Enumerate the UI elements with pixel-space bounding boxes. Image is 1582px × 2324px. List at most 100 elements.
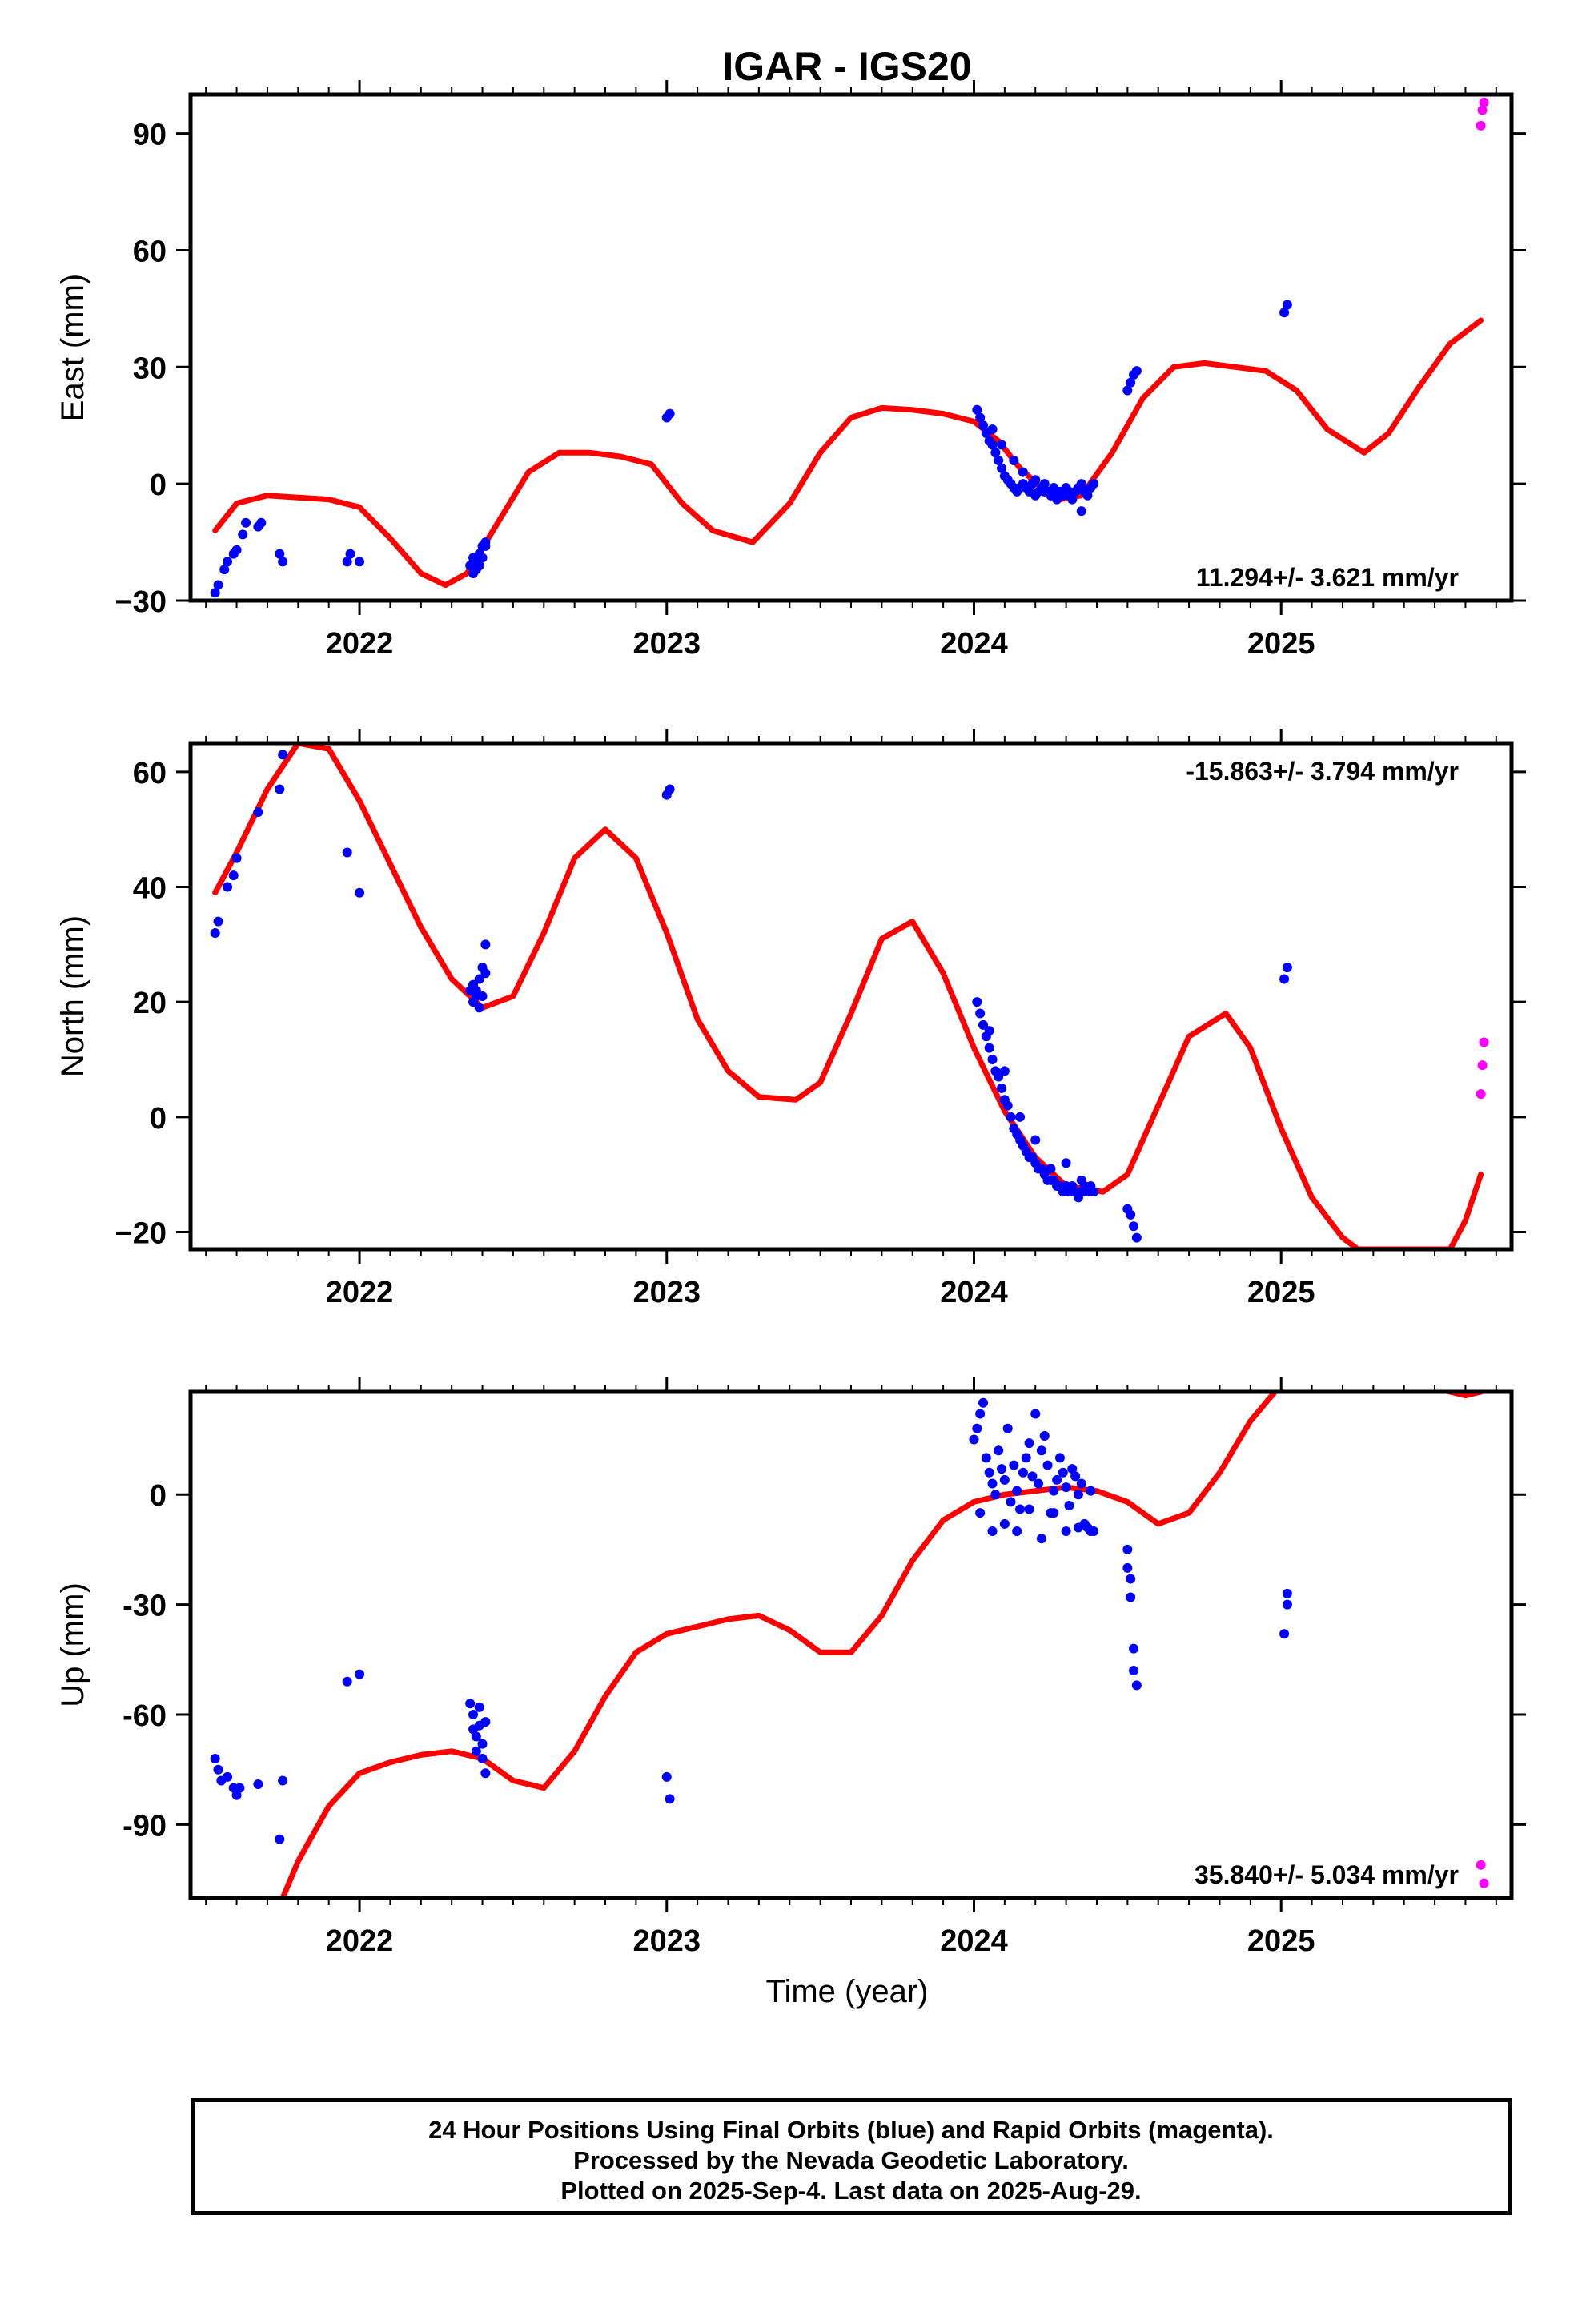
- rapid-orbit-point: [1476, 120, 1486, 131]
- rapid-orbit-point: [1476, 1860, 1486, 1870]
- final-orbit-point: [210, 588, 220, 598]
- chart-title: IGAR - IGS20: [722, 44, 971, 89]
- final-orbit-point: [1089, 1187, 1099, 1197]
- final-orbit-point: [665, 784, 675, 794]
- panel-frame: [188, 741, 1514, 1252]
- final-orbit-point: [987, 440, 998, 450]
- final-orbit-point: [997, 1464, 1007, 1474]
- final-orbit-point: [342, 557, 352, 567]
- x-tick-label: 2022: [326, 627, 394, 661]
- final-orbit-point: [987, 1478, 998, 1489]
- final-orbit-point: [1049, 1508, 1059, 1518]
- final-orbit-point: [241, 517, 251, 528]
- panel-1: 2022 2023 2024 2025 −20 0 20 40 60 North (mm) -15.…: [55, 729, 1526, 1309]
- rapid-orbit-point: [1479, 1878, 1489, 1888]
- final-orbit-point: [1027, 1471, 1038, 1482]
- final-orbit-point: [1064, 490, 1074, 501]
- final-orbit-point: [480, 1717, 491, 1727]
- y-tick-label: 0: [150, 1102, 167, 1136]
- x-tick-label: 2024: [940, 627, 1008, 661]
- y-tick-label: 40: [133, 872, 167, 906]
- final-orbit-point: [228, 870, 239, 881]
- final-orbit-point: [1061, 1526, 1071, 1537]
- final-orbit-point: [253, 1779, 263, 1790]
- final-orbit-point: [1131, 1680, 1142, 1691]
- x-tick-label: 2025: [1247, 1924, 1315, 1958]
- x-tick-label: 2025: [1247, 627, 1315, 661]
- model-fit-line: [212, 317, 1484, 589]
- x-tick-label: 2025: [1247, 1276, 1315, 1309]
- final-orbit-point: [984, 1467, 994, 1478]
- final-orbit-point: [978, 420, 988, 431]
- final-orbit-point: [999, 1518, 1010, 1529]
- final-orbit-point: [1030, 1135, 1041, 1145]
- final-orbit-point: [1024, 1438, 1034, 1449]
- final-orbit-point: [665, 408, 675, 419]
- final-orbit-point: [1039, 486, 1050, 497]
- model-fit-line: [279, 1392, 1484, 1898]
- final-orbit-point: [253, 807, 263, 818]
- final-orbit-point: [1126, 1574, 1136, 1584]
- y-tick-label: -90: [122, 1809, 167, 1843]
- final-orbit-point: [1009, 1460, 1019, 1470]
- final-orbit-point: [477, 1739, 488, 1749]
- final-orbit-point: [1129, 1221, 1139, 1232]
- final-orbit-point: [1089, 479, 1099, 489]
- final-orbit-point: [1002, 1423, 1013, 1433]
- final-orbit-point: [1067, 1464, 1078, 1474]
- y-axis-label: North (mm): [55, 915, 90, 1077]
- final-orbit-point: [1039, 479, 1050, 489]
- y-axis-label: Up (mm): [55, 1582, 90, 1707]
- final-orbit-point: [1042, 1460, 1053, 1470]
- panel-frame: [188, 92, 1514, 603]
- final-orbit-point: [978, 1397, 988, 1408]
- final-orbit-point: [1034, 1478, 1044, 1489]
- final-orbit-point: [1086, 1526, 1096, 1537]
- final-orbit-point: [480, 939, 491, 950]
- final-orbit-point: [1131, 366, 1142, 376]
- final-orbit-point: [1279, 974, 1290, 984]
- panel-0: 2022 2023 2024 2025 −30 0 30 60 90 East (mm) 11.29…: [55, 80, 1526, 661]
- final-orbit-point: [1002, 1100, 1013, 1111]
- final-orbit-point: [210, 928, 220, 938]
- final-orbit-point: [972, 1423, 982, 1433]
- x-tick-label: 2023: [632, 1924, 701, 1958]
- final-orbit-point: [465, 1699, 476, 1709]
- y-tick-label: −30: [115, 585, 167, 619]
- final-orbit-point: [210, 1753, 220, 1763]
- final-orbit-point: [278, 1775, 288, 1786]
- velocity-rate-label: 35.840+/- 5.034 mm/yr: [1195, 1860, 1459, 1889]
- final-orbit-point: [480, 968, 491, 979]
- final-orbit-point: [213, 580, 223, 590]
- final-orbit-point: [471, 985, 481, 995]
- y-tick-label: -30: [122, 1590, 167, 1623]
- final-orbit-point: [972, 404, 982, 415]
- final-orbit-point: [1061, 1158, 1071, 1168]
- y-axis-label: East (mm): [55, 274, 90, 421]
- final-orbit-point: [1126, 377, 1136, 388]
- final-orbit-point: [1122, 385, 1133, 396]
- final-orbit-point: [981, 1453, 991, 1463]
- final-orbit-point: [987, 424, 998, 435]
- final-orbit-point: [1064, 1500, 1074, 1510]
- final-orbit-point: [219, 565, 230, 575]
- final-orbit-point: [1061, 1482, 1071, 1493]
- final-orbit-point: [1018, 1467, 1028, 1478]
- final-orbit-point: [665, 1794, 675, 1804]
- final-orbit-point: [355, 557, 365, 567]
- x-tick-label: 2023: [632, 627, 701, 661]
- final-orbit-point: [275, 784, 285, 794]
- final-orbit-point: [1076, 1478, 1086, 1489]
- final-orbit-point: [1086, 1486, 1096, 1496]
- final-orbit-point: [994, 1445, 1004, 1456]
- final-orbit-point: [1122, 1562, 1133, 1573]
- footer-line-2: Processed by the Nevada Geodetic Laborat…: [573, 2146, 1129, 2174]
- velocity-rate-label: -15.863+/- 3.794 mm/yr: [1186, 757, 1459, 786]
- final-orbit-point: [1282, 963, 1292, 973]
- final-orbit-point: [1039, 1430, 1050, 1441]
- y-tick-label: −20: [115, 1216, 167, 1250]
- final-orbit-point: [231, 853, 242, 863]
- final-orbit-point: [1058, 1467, 1068, 1478]
- final-orbit-point: [1012, 1526, 1022, 1537]
- final-orbit-point: [1073, 1490, 1083, 1500]
